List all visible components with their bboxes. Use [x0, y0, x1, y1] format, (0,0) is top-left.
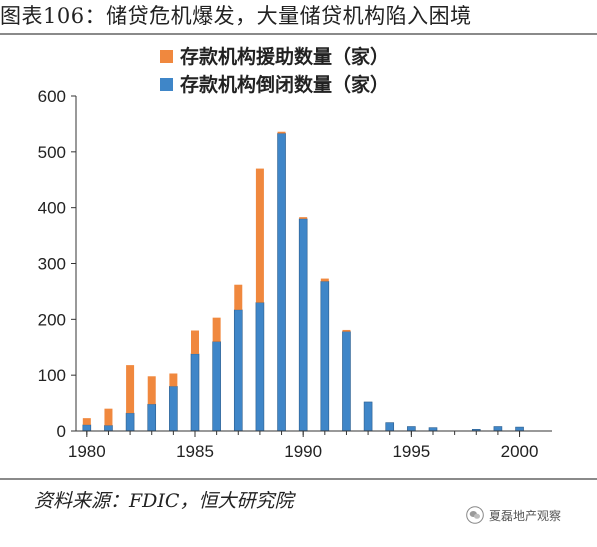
bar-closed-1986: [212, 341, 221, 432]
title-divider: [0, 33, 597, 35]
bar-closed-1990: [298, 218, 308, 432]
y-tick-label: 200: [38, 310, 66, 329]
bar-closed-1980: [82, 424, 92, 432]
legend-swatch: [160, 78, 173, 91]
watermark: 夏磊地产观察: [466, 506, 561, 524]
bar-closed-2000: [515, 426, 524, 432]
x-tick-label: 2000: [501, 442, 539, 461]
x-tick-label: 1990: [284, 442, 322, 461]
legend-label: 存款机构倒闭数量（家）: [180, 73, 389, 96]
source-note: 资料来源：FDIC，恒大研究院: [34, 490, 294, 512]
bars-group: [82, 131, 524, 432]
bar-closed-1991: [320, 281, 330, 432]
bar-closed-1993: [363, 401, 373, 432]
bar-closed-1982: [125, 412, 135, 432]
bar-assisted-1983: [147, 376, 156, 405]
y-tick-label: 600: [38, 87, 66, 106]
bar-closed-1987: [233, 309, 243, 432]
x-tick-label: 1985: [176, 442, 214, 461]
bar-assisted-1981: [104, 408, 113, 426]
bar-assisted-1985: [191, 330, 199, 354]
legend-swatch: [160, 50, 173, 63]
bar-assisted-1988: [255, 168, 264, 303]
bar-closed-1989: [277, 133, 286, 432]
bar-assisted-1992: [342, 329, 351, 332]
source-divider: [0, 478, 597, 480]
y-tick-label: 0: [57, 422, 66, 441]
bar-closed-1992: [342, 331, 351, 432]
page-title: 图表106：储贷危机爆发，大量储贷机构陷入困境: [0, 4, 472, 28]
bar-closed-1985: [190, 353, 200, 432]
bar-assisted-1990: [299, 217, 308, 219]
x-tick-label: 1995: [392, 442, 430, 461]
bar-assisted-1987: [234, 284, 243, 310]
wechat-icon: [466, 506, 484, 524]
bar-closed-1996: [428, 427, 438, 432]
legend-label: 存款机构援助数量（家）: [180, 45, 389, 68]
bar-assisted-1980: [82, 418, 91, 425]
y-tick-label: 300: [38, 255, 66, 274]
bar-assisted-1986: [212, 317, 221, 342]
bar-chart: 存款机构援助数量（家） 存款机构倒闭数量（家） 0 100 200 300 400 500 6…: [38, 45, 552, 461]
x-tick-label: 1980: [68, 442, 106, 461]
bar-closed-1994: [385, 422, 395, 432]
y-tick-label: 500: [38, 143, 66, 162]
axes-group: 0 100 200 300 400 500 600 1980 1985 1990 1995 2000: [38, 87, 552, 461]
bar-closed-1995: [407, 426, 416, 432]
chart-legend: 存款机构援助数量（家） 存款机构倒闭数量（家）: [160, 45, 389, 96]
bar-closed-1983: [147, 403, 157, 432]
y-tick-label: 100: [38, 366, 66, 385]
watermark-text: 夏磊地产观察: [489, 508, 562, 523]
bar-assisted-1984: [169, 373, 178, 387]
bar-assisted-1989: [277, 131, 286, 134]
bar-assisted-1991: [320, 278, 329, 282]
bar-assisted-1982: [126, 365, 135, 414]
bar-closed-1984: [169, 386, 178, 432]
bar-closed-1999: [493, 426, 503, 432]
y-tick-label: 400: [38, 199, 66, 218]
bar-closed-1988: [255, 302, 265, 432]
bar-closed-1981: [104, 425, 113, 432]
